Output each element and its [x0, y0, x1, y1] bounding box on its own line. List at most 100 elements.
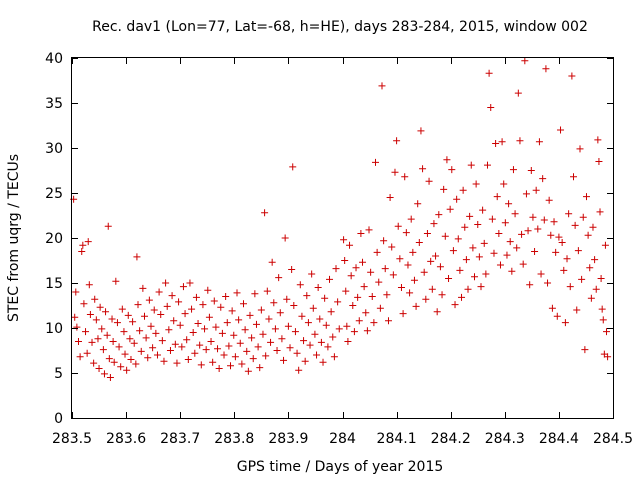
data-point	[596, 208, 604, 216]
data-point	[483, 161, 491, 169]
data-point	[322, 321, 330, 329]
data-point	[376, 304, 384, 312]
data-point	[330, 353, 338, 361]
data-point	[199, 301, 207, 309]
data-point	[192, 293, 200, 301]
data-point	[117, 363, 125, 371]
data-point	[86, 311, 94, 318]
data-point	[316, 315, 324, 323]
data-point	[109, 338, 117, 345]
data-point	[522, 190, 530, 198]
data-point	[76, 353, 84, 361]
data-point	[335, 325, 343, 333]
data-point	[404, 261, 412, 269]
data-point	[480, 239, 488, 247]
data-point	[95, 365, 103, 372]
data-point	[438, 291, 446, 299]
data-point	[275, 274, 283, 282]
data-point	[553, 312, 561, 320]
data-point	[326, 275, 334, 283]
data-point	[225, 342, 233, 350]
data-point	[334, 298, 342, 306]
data-point	[513, 244, 521, 252]
y-axis-label: STEC from uqrg / TECUs	[6, 154, 22, 322]
data-point	[490, 249, 498, 257]
data-point	[303, 292, 311, 300]
data-point	[238, 360, 246, 368]
data-point	[84, 238, 92, 246]
data-point	[139, 284, 147, 292]
data-point	[501, 219, 509, 227]
data-point	[103, 331, 111, 339]
data-point	[309, 304, 317, 312]
data-point	[191, 349, 199, 357]
data-point	[589, 223, 597, 231]
data-point	[228, 307, 236, 315]
data-point	[209, 358, 217, 366]
data-point	[555, 233, 563, 241]
data-point	[249, 355, 257, 363]
data-point	[175, 298, 183, 306]
data-point	[273, 347, 281, 354]
chart-title: Rec. dav1 (Lon=77, Lat=-68, h=HE), days …	[92, 19, 588, 35]
data-point	[454, 235, 462, 243]
data-point	[171, 340, 179, 348]
data-point	[537, 270, 545, 278]
data-point	[521, 57, 529, 65]
y-tick-label: 10	[45, 321, 63, 337]
data-point	[132, 360, 140, 368]
y-tick-label: 0	[54, 411, 63, 427]
data-point	[462, 256, 470, 264]
data-point	[346, 241, 354, 249]
data-point	[375, 278, 383, 286]
data-point	[574, 247, 582, 255]
data-point	[91, 295, 99, 303]
data-point	[257, 306, 265, 314]
data-point	[231, 353, 239, 361]
data-point	[458, 293, 466, 301]
data-point	[210, 297, 218, 305]
data-point	[524, 227, 532, 235]
data-point	[83, 349, 91, 357]
data-point	[162, 279, 170, 287]
data-point	[565, 210, 573, 218]
data-point	[246, 311, 254, 319]
data-point	[157, 311, 165, 318]
data-point	[477, 283, 485, 291]
x-tick-label: 284.4	[539, 431, 579, 447]
data-point	[568, 72, 576, 80]
data-point	[417, 127, 425, 135]
data-point	[582, 193, 590, 201]
data-point	[85, 281, 93, 289]
data-point	[467, 161, 475, 169]
data-point	[368, 293, 376, 300]
y-tick-label: 30	[45, 141, 63, 157]
data-point	[184, 356, 192, 363]
data-point	[126, 335, 134, 343]
data-point	[158, 337, 166, 345]
data-point	[505, 200, 513, 208]
data-point	[498, 138, 506, 146]
data-point	[124, 311, 132, 319]
data-point	[115, 343, 123, 351]
data-point	[542, 65, 550, 73]
data-point	[548, 304, 556, 312]
data-point	[495, 230, 503, 237]
data-point	[380, 237, 388, 245]
data-point	[394, 222, 402, 230]
data-point	[165, 326, 173, 334]
data-point	[393, 137, 401, 145]
data-point	[284, 322, 292, 330]
data-point	[136, 327, 144, 335]
data-point	[448, 166, 456, 174]
data-point	[389, 271, 397, 279]
data-point	[74, 338, 82, 345]
data-point	[576, 145, 584, 153]
data-point	[259, 330, 267, 338]
data-point	[108, 315, 116, 323]
data-point	[239, 300, 247, 308]
data-point	[384, 317, 392, 325]
y-tick-label: 40	[45, 51, 63, 67]
data-point	[526, 281, 534, 289]
data-point	[313, 351, 321, 359]
